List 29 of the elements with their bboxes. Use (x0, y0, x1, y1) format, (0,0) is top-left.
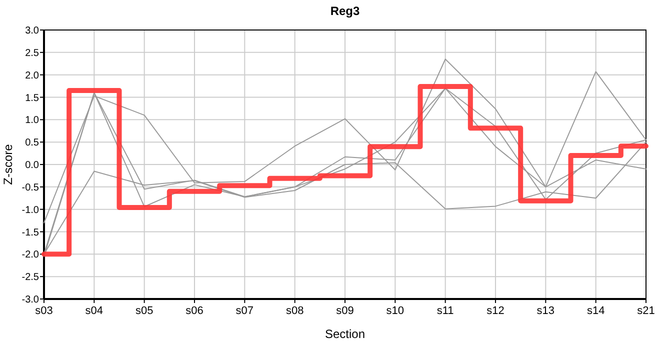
y-tick-label: -1.5 (22, 227, 40, 238)
y-tick-label: -1.0 (22, 204, 40, 216)
y-tick-label: -0.5 (22, 182, 40, 194)
y-tick-label: 0.5 (25, 138, 40, 149)
x-tick-label: s11 (436, 305, 454, 317)
x-tick-label: s06 (186, 305, 204, 317)
x-tick-label: s21 (637, 305, 655, 317)
chart-title: Reg3 (330, 4, 360, 18)
y-tick-label: 1.5 (25, 92, 40, 104)
x-tick-label: s04 (85, 305, 104, 317)
x-tick-label: s09 (336, 305, 354, 317)
x-tick-label: s03 (35, 305, 53, 317)
y-tick-label: -2.5 (22, 272, 40, 284)
x-tick-label: s05 (135, 305, 154, 317)
x-tick-label: s13 (536, 305, 555, 317)
x-tick-label: s07 (236, 305, 254, 317)
x-tick-label: s10 (386, 305, 404, 317)
x-axis-title: Section (324, 327, 366, 341)
x-tick-label: s12 (486, 305, 504, 317)
y-tick-label: 2.0 (25, 70, 40, 82)
y-tick-label: 0.0 (25, 160, 40, 171)
x-tick-label: s08 (286, 305, 304, 317)
x-tick-label: s14 (586, 305, 605, 317)
y-tick-label: -2.0 (22, 250, 40, 261)
y-axis-title: Z-score (1, 144, 15, 185)
y-tick-label: -3.0 (22, 294, 40, 306)
y-tick-label: 1.0 (25, 115, 40, 126)
y-tick-label: 2.5 (25, 48, 40, 59)
y-tick-label: 3.0 (25, 26, 40, 36)
